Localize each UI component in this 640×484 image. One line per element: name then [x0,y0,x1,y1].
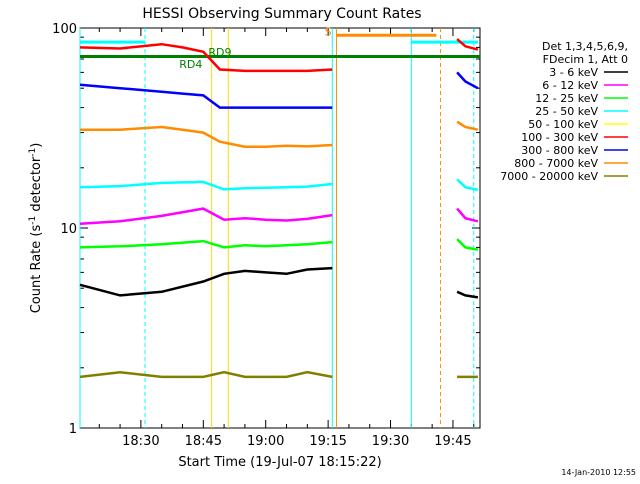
series-line [79,71,479,109]
series-line [79,238,479,251]
plot-frame [79,27,481,429]
series-line [80,120,479,148]
x-tick-label: 18:30 [122,434,159,449]
legend-label: 25 - 50 keV [535,105,598,118]
y-axis-label: Count Rate (s-1 detector-1) [28,143,44,314]
footer-date: 14-Jan-2010 12:55 [561,468,636,477]
y-tick-label: 100 [52,22,77,37]
legend: Det 1,3,4,5,6,9,FDecim 1, Att 03 - 6 keV… [500,40,628,183]
plot-layer: 1 10 100 18:30 18:45 19:00 19:15 19:30 19:45 S RD4… [52,22,481,449]
legend-label: 12 - 25 keV [535,92,598,105]
legend-label: 800 - 7000 keV [514,157,598,170]
legend-header: FDecim 1, Att 0 [543,53,628,66]
legend-label: 100 - 300 keV [521,131,598,144]
x-tick-label: 18:45 [185,434,222,449]
y-axis-label-sup: -1 [28,216,38,225]
y-axis-label-main: Count Rate (s [29,225,44,314]
x-tick-label: 19:00 [247,434,284,449]
legend-label: 7000 - 20000 keV [500,170,598,183]
series-line [79,178,479,192]
chart-title: HESSI Observing Summary Count Rates [142,6,421,22]
annotation-label: RD9 [208,46,231,59]
annotation-label: RD4 [179,58,202,71]
series-line [79,207,479,226]
x-axis-label: Start Time (19-Jul-07 18:15:22) [178,455,381,470]
y-axis-label-sup2: -1 [28,148,38,157]
x-tick-label: 19:45 [434,434,471,449]
series-line [79,266,479,299]
series-line [79,38,479,73]
legend-header: Det 1,3,4,5,6,9, [542,40,628,53]
y-axis-label-tail: detector [29,156,44,216]
series-line [79,370,478,379]
legend-label: 6 - 12 keV [542,79,598,92]
y-tick-label: 1 [69,422,77,437]
y-tick-label: 10 [60,222,77,237]
legend-label: 50 - 100 keV [528,118,598,131]
x-tick-label: 19:30 [372,434,409,449]
legend-label: 300 - 800 keV [521,144,598,157]
x-tick-label: 19:15 [309,434,346,449]
legend-label: 3 - 6 keV [549,66,598,79]
annotation-label: S [325,26,332,39]
y-axis-label-end: ) [29,143,44,148]
